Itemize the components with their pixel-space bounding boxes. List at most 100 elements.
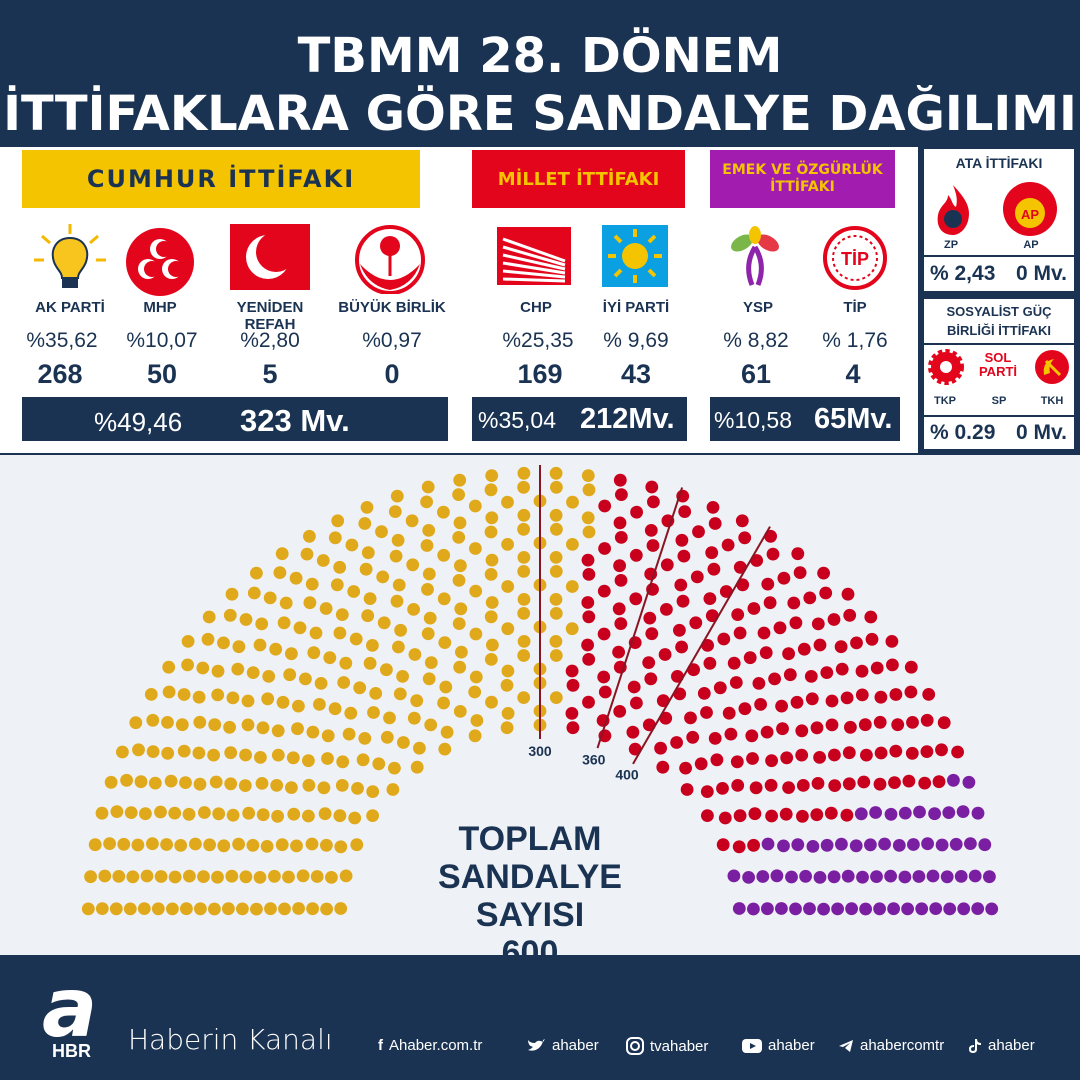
social-twitter[interactable]: ahaber (526, 1037, 599, 1054)
seat-cumhur (438, 742, 452, 756)
slogan: Haberin Kanalı (128, 1023, 333, 1056)
seat-cumhur (160, 838, 174, 851)
seat-millet (647, 495, 660, 509)
seat-emek-ve-zg-rl-k (887, 902, 900, 916)
seat-millet (654, 741, 667, 755)
seat-cumhur (129, 716, 143, 730)
social-youtube[interactable]: ahaber (742, 1037, 815, 1054)
seat-cumhur (207, 748, 221, 762)
seat-emek-ve-zg-rl-k (817, 902, 830, 916)
seat-marker-line (596, 487, 684, 749)
party-seats-ysp: 61 (740, 359, 772, 389)
seat-cumhur (484, 653, 498, 666)
seat-cumhur (271, 748, 285, 762)
seat-millet (766, 547, 780, 561)
seat-cumhur (331, 514, 345, 528)
seat-cumhur (146, 745, 160, 758)
seat-millet (629, 548, 643, 562)
seat-cumhur (372, 757, 386, 771)
seat-cumhur (452, 574, 466, 587)
seat-millet (745, 729, 759, 743)
seat-cumhur (517, 691, 531, 704)
social-facebook[interactable]: f Ahaber.com.tr (378, 1037, 482, 1054)
seat-marker-label: 360 (582, 752, 606, 768)
seat-cumhur (470, 714, 484, 727)
seat-cumhur (366, 785, 380, 798)
seat-cumhur (305, 577, 319, 591)
sol-logo-icon: SOL PARTİ (978, 350, 1018, 379)
seat-millet (932, 775, 946, 789)
seat-millet (810, 721, 824, 735)
seat-millet (727, 656, 741, 670)
seat-cumhur (484, 483, 498, 497)
seat-millet (888, 776, 901, 789)
seat-cumhur (408, 648, 422, 661)
ahaber-logo[interactable]: a HBR (42, 961, 97, 1065)
seat-millet (865, 632, 879, 646)
seat-cumhur (225, 587, 239, 601)
seat-marker-label: 300 (528, 743, 552, 759)
seat-cumhur (420, 495, 433, 509)
seat-cumhur (469, 542, 482, 555)
seat-cumhur (501, 538, 514, 551)
seat-millet (855, 664, 869, 678)
seat-cumhur (162, 685, 176, 699)
seat-cumhur (180, 902, 193, 916)
seat-cumhur (246, 838, 260, 852)
seat-cumhur (261, 692, 275, 706)
title-line-1: TBMM 28. DÖNEM (297, 28, 783, 84)
seat-cumhur (350, 838, 364, 852)
social-tiktok[interactable]: ahaber (968, 1037, 1035, 1054)
seat-cumhur (193, 777, 207, 791)
seat-cumhur (181, 635, 195, 648)
seat-millet (805, 692, 819, 706)
seat-cumhur (269, 642, 283, 656)
seat-millet (736, 578, 750, 592)
seat-cumhur (321, 752, 334, 765)
sosyalist-alliance-header: SOSYALİST GÜÇ BİRLİĞİ İTTİFAKI (924, 299, 1074, 343)
seat-cumhur (582, 525, 596, 539)
seat-millet (701, 809, 714, 822)
seat-cumhur (396, 670, 409, 683)
seat-cumhur (452, 531, 466, 544)
seat-cumhur (517, 508, 531, 522)
emek-alliance-header: EMEK VE ÖZGÜRLÜK İTTİFAKI (710, 150, 895, 208)
seat-millet (731, 779, 745, 792)
seat-cumhur (391, 533, 405, 547)
seat-millet (613, 705, 627, 718)
seat-millet (719, 585, 733, 598)
seat-cumhur (98, 869, 112, 883)
social-telegram[interactable]: ahabercomtr (838, 1037, 944, 1054)
title-line-2: İTTİFAKLARA GÖRE SANDALYE DAĞILIMI (3, 86, 1077, 142)
seat-cumhur (423, 611, 437, 625)
seat-cumhur (422, 524, 436, 537)
seat-cumhur (131, 838, 145, 852)
seat-cumhur (549, 691, 563, 704)
seat-cumhur (550, 480, 563, 494)
seat-cumhur (316, 554, 330, 567)
seat-cumhur (275, 547, 289, 561)
seat-cumhur (250, 902, 263, 916)
seat-cumhur (226, 691, 240, 705)
social-instagram[interactable]: tvahaber (626, 1037, 708, 1055)
seat-cumhur (174, 839, 188, 852)
seat-cumhur (84, 870, 97, 884)
seat-millet (763, 596, 777, 610)
seat-millet (873, 777, 887, 791)
seat-millet (793, 566, 807, 579)
seat-millet (565, 707, 579, 720)
seat-emek-ve-zg-rl-k (777, 839, 790, 853)
seat-millet (566, 678, 580, 692)
party-panel: CUMHUR İTTİFAKI AK PARTİ MHP YENİDEN REF… (0, 147, 1080, 453)
seat-millet (716, 782, 729, 795)
seat-cumhur (390, 594, 404, 608)
seat-millet (811, 777, 825, 790)
seat-emek-ve-zg-rl-k (957, 902, 971, 916)
seat-cumhur (256, 808, 270, 822)
seat-emek-ve-zg-rl-k (869, 806, 882, 819)
seat-cumhur (452, 488, 465, 501)
seat-millet (874, 690, 888, 704)
seat-cumhur (300, 547, 314, 561)
telegram-icon (839, 1039, 853, 1052)
social-label-tiktok: ahaber (988, 1037, 1035, 1054)
